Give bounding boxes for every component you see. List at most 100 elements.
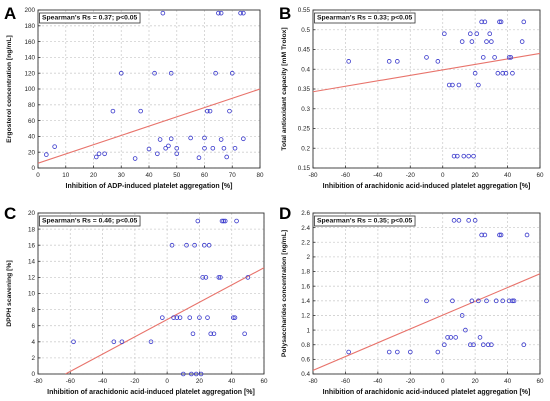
data-point <box>472 218 478 223</box>
x-axis-label: Inhibition of arachidonic acid-induced p… <box>323 389 531 396</box>
data-point <box>118 70 124 76</box>
x-tick-label: -80 <box>308 378 318 385</box>
panel-d: -80 -60 -40 -20 0 20 40 60 0.4 0.6 0.8 1 1.2 1.4 1.6 1.… <box>279 204 544 396</box>
data-point <box>163 145 168 151</box>
y-tick-label: 60 <box>28 118 36 125</box>
y-axis-label: Ergosterol concentration [ng/mL] <box>6 35 13 143</box>
data-point <box>146 146 152 152</box>
x-tick-label: -40 <box>373 378 383 385</box>
data-point <box>216 10 221 16</box>
x-tick-label: 20 <box>196 378 204 385</box>
x-tick-label: -20 <box>130 378 140 385</box>
data-point <box>202 145 207 151</box>
x-tick-label: 30 <box>118 172 126 179</box>
data-point <box>482 19 488 25</box>
data-point <box>111 339 117 345</box>
panel-letter: D <box>279 204 291 223</box>
data-point <box>213 70 218 76</box>
data-point <box>521 19 527 25</box>
data-point <box>476 82 481 88</box>
y-tick-label: 18 <box>28 226 36 233</box>
data-point <box>174 145 180 151</box>
y-tick-label: 0.6 <box>301 357 310 364</box>
data-point <box>93 154 99 160</box>
data-point <box>224 154 230 160</box>
data-point <box>466 218 471 223</box>
data-point <box>200 275 205 280</box>
x-axis-label: Inhibition of arachidonic acid-induced p… <box>47 389 255 396</box>
data-point <box>195 218 201 224</box>
y-tick-label: 2 <box>306 254 310 261</box>
data-point <box>472 70 478 76</box>
data-point <box>521 342 527 348</box>
data-point <box>442 31 447 37</box>
y-tick-label: 100 <box>24 86 35 93</box>
data-point <box>189 371 194 377</box>
data-point <box>467 31 473 37</box>
data-point <box>221 218 226 224</box>
y-tick-label: 0 <box>31 165 35 172</box>
data-point <box>511 298 517 304</box>
x-tick-label: -20 <box>406 172 416 179</box>
trend-line <box>313 273 540 371</box>
y-tick-label: 140 <box>24 55 35 62</box>
data-point <box>519 39 525 44</box>
y-tick-label: 80 <box>28 102 36 109</box>
data-point <box>446 82 452 88</box>
x-tick-label: -60 <box>66 378 76 385</box>
data-point <box>480 55 486 60</box>
x-tick-label: 60 <box>201 172 209 179</box>
data-point <box>222 218 228 224</box>
y-tick-label: 0.2 <box>301 145 310 152</box>
y-tick-label: 10 <box>28 291 36 298</box>
data-point <box>445 335 450 340</box>
y-tick-label: 0.35 <box>298 86 311 93</box>
x-tick-label: 20 <box>472 378 480 385</box>
data-point <box>218 275 223 280</box>
y-tick-label: 0.15 <box>298 165 311 172</box>
data-point <box>227 108 232 114</box>
data-point <box>168 70 174 76</box>
data-point <box>506 298 512 304</box>
y-axis-label: Polysaccharides concentration [ng/mL] <box>281 230 288 357</box>
data-point <box>480 342 486 348</box>
data-point <box>466 153 471 159</box>
y-tick-label: 1.6 <box>301 283 310 290</box>
y-tick-label: 0.4 <box>301 66 310 73</box>
y-tick-label: 0.8 <box>301 342 310 349</box>
x-tick-label: -80 <box>33 378 43 385</box>
x-tick-label: -80 <box>308 172 318 179</box>
data-point <box>157 137 163 142</box>
y-tick-label: 20 <box>28 149 36 156</box>
x-tick-label: 60 <box>536 378 544 385</box>
data-point <box>456 218 462 223</box>
panel-letter: C <box>4 204 16 223</box>
data-point <box>500 298 506 304</box>
trend-line <box>38 88 260 164</box>
data-point <box>169 242 175 248</box>
data-point <box>110 108 116 114</box>
y-tick-label: 2.6 <box>301 210 310 217</box>
data-point <box>346 349 351 355</box>
x-tick-label: 0 <box>36 172 40 179</box>
data-point <box>495 70 501 76</box>
data-point <box>498 19 504 25</box>
data-point <box>187 315 193 320</box>
data-point <box>503 70 509 76</box>
y-axis-label: DPPH scavening [%] <box>6 260 13 326</box>
stats-annotation: Spearman's Rs = 0.33; p<0.05 <box>314 12 416 24</box>
y-tick-label: 0 <box>31 371 35 378</box>
y-tick-label: 160 <box>24 39 35 46</box>
x-tick-label: 50 <box>173 172 181 179</box>
data-point <box>152 70 157 76</box>
data-point <box>96 151 102 157</box>
panel-letter: B <box>279 4 291 23</box>
data-point <box>479 19 484 25</box>
y-tick-label: 8 <box>31 307 35 314</box>
y-tick-label: 0.55 <box>298 7 311 14</box>
data-point <box>203 275 209 280</box>
data-point <box>456 82 462 88</box>
data-point <box>448 335 454 340</box>
panel-c: -80 -60 -40 -20 0 20 40 60 0 2 4 6 8 10 12 14 16 18 20 Spea… <box>4 204 268 396</box>
